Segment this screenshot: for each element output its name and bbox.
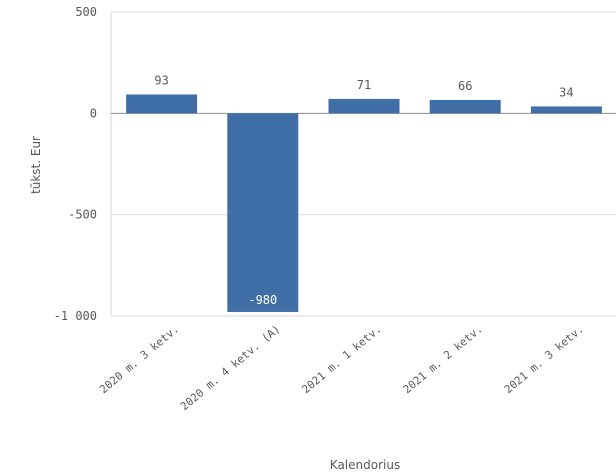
bar	[530, 106, 602, 114]
x-tick-label: 2021 m. 3 ketv.	[502, 322, 586, 396]
bars	[126, 94, 602, 312]
y-tick-label: 500	[75, 5, 97, 19]
data-label: 66	[458, 79, 472, 93]
gridlines	[110, 11, 616, 317]
x-axis-categories: 2020 m. 3 ketv.2020 m. 4 ketv. (A) 2021 m…	[97, 322, 586, 413]
data-label: 71	[357, 78, 371, 92]
data-labels: 93 -980 71 66 34	[154, 73, 573, 306]
y-axis-title: tūkst. Eur	[29, 136, 43, 194]
y-tick-label: -1 000	[54, 309, 97, 323]
bar	[429, 99, 501, 114]
y-axis-ticks: 500 0 -500 -1 000	[54, 5, 97, 323]
x-tick-label: 2020 m. 4 ketv. (A)	[178, 322, 283, 413]
y-tick-label: 0	[90, 106, 97, 120]
x-tick-label: 2021 m. 1 ketv.	[299, 322, 383, 396]
data-label: 34	[559, 85, 573, 99]
x-axis-title: Kalendorius	[330, 458, 400, 472]
x-tick-label: 2021 m. 2 ketv.	[401, 322, 485, 396]
y-tick-label: -500	[68, 208, 97, 222]
bar	[227, 113, 299, 312]
x-tick-label: 2020 m. 3 ketv.	[97, 322, 181, 396]
bar	[328, 98, 400, 114]
data-label: 93	[154, 73, 168, 87]
data-label: -980	[248, 293, 277, 307]
bar	[126, 94, 198, 114]
